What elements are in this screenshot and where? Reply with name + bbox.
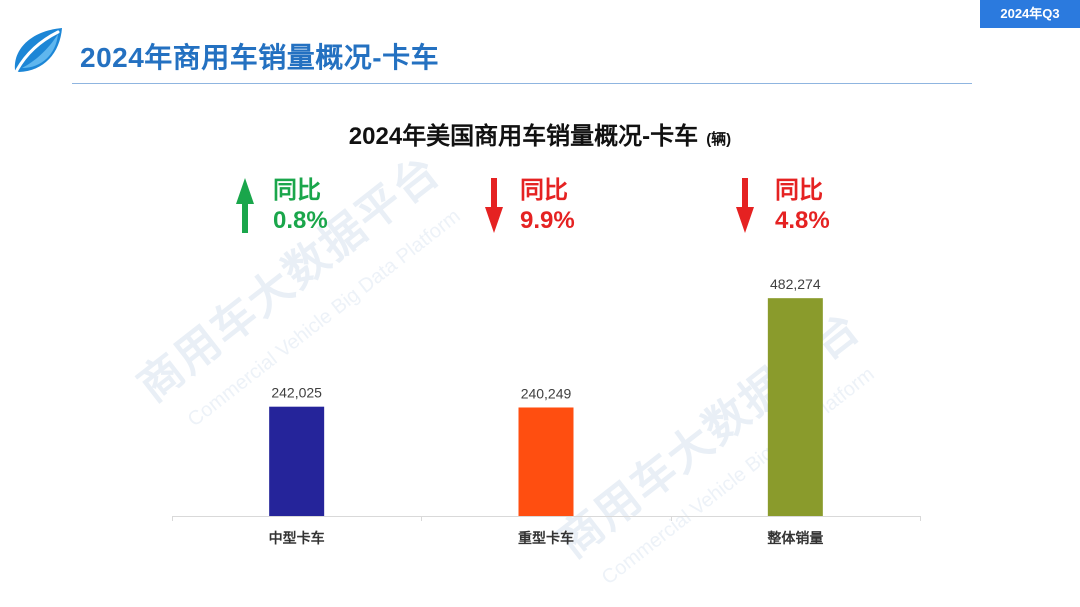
yoy-value: 0.8% [273,207,328,234]
arrow-down-icon [736,178,754,233]
yoy-value: 4.8% [775,207,830,234]
data-label: 482,274 [770,276,821,292]
yoy-indicator: 同比 9.9% [485,176,605,236]
page-title: 2024年商用车销量概况-卡车 [80,42,440,73]
bar [269,406,325,516]
yoy-indicator: 同比 0.8% [236,176,356,236]
arrow-up-icon [236,178,254,233]
yoy-text: 同比 4.8% [775,176,830,236]
arrow-down-icon [485,178,503,233]
chart-title-text: 2024年美国商用车销量概况-卡车 [348,123,699,150]
chart-unit: (辆) [706,131,732,148]
data-label: 242,025 [271,385,322,401]
yoy-text: 同比 0.8% [273,176,328,236]
app-logo-icon [14,28,62,72]
category-label: 中型卡车 [269,530,325,546]
data-label: 240,249 [521,385,572,401]
chart-title: 2024年美国商用车销量概况-卡车 (辆) [0,120,1080,157]
yoy-label: 同比 [273,177,321,204]
yoy-indicator: 同比 4.8% [736,176,856,236]
yoy-text: 同比 9.9% [520,176,575,236]
yoy-label: 同比 [520,177,568,204]
bar [518,407,574,516]
bar [767,298,823,516]
category-label: 整体销量 [766,530,823,546]
yoy-value: 9.9% [520,207,575,234]
category-label: 重型卡车 [518,530,574,546]
yoy-label: 同比 [775,177,823,204]
period-badge: 2024年Q3 [980,0,1080,28]
header-divider [72,83,972,84]
